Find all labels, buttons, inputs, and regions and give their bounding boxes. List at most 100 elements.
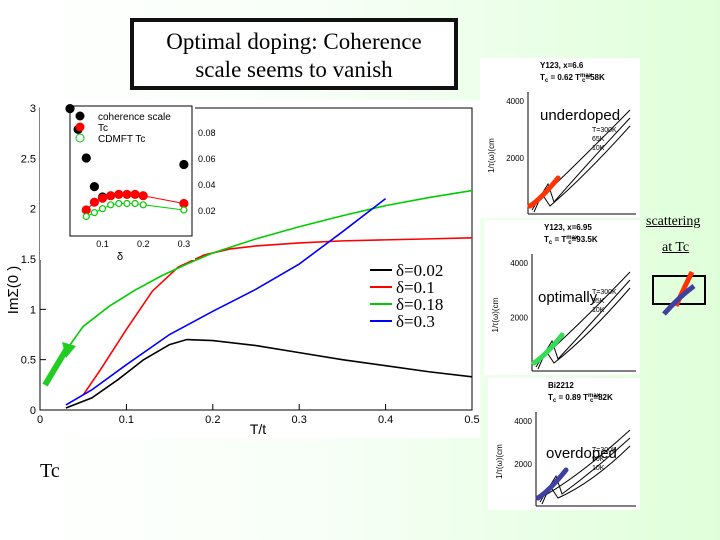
inset-curve-10k [533, 125, 631, 213]
scattering-label-1: scattering [646, 214, 701, 229]
inset-point [89, 181, 100, 192]
inset-curve-10k [537, 287, 631, 370]
inset-point [114, 189, 124, 200]
x-tick-label: 0 [37, 414, 43, 426]
scattering-legend-icon [652, 270, 706, 316]
inset-point [65, 104, 75, 114]
series-line-0 [65, 338, 473, 409]
inset-point [81, 205, 91, 215]
inset-header: Y123, x=6.95 [544, 223, 592, 232]
inset-optimally-chart: Y123, x=6.95 Tc = Tmax c=93.5K 4000 2000 1/τ(… [491, 223, 636, 372]
title-line-2: scale seems to vanish [195, 57, 393, 82]
inset-ytick-mid: 2000 [514, 460, 532, 469]
inset-optimally: Y123, x=6.95 Tc = Tmax c=93.5K 4000 2000 1/τ(… [484, 220, 640, 375]
inset-point [139, 201, 147, 209]
inset-legend-label-1: Tc [98, 123, 108, 134]
series-line-1 [82, 237, 473, 396]
x-tick-label: 0.1 [119, 414, 134, 426]
legend-label-1: δ=0.1 [396, 278, 435, 297]
y-axis-label: ImΣ(0 ) [5, 266, 22, 314]
inset-bg [40, 100, 195, 260]
legend-label-3: δ=0.3 [396, 312, 435, 331]
inset-point [89, 197, 100, 207]
title-line-1: Optimal doping: Coherence [166, 29, 422, 54]
inset-curve-low [535, 279, 631, 368]
y-tick-label: 2.5 [21, 153, 36, 165]
y-tick-label: 3 [30, 103, 36, 115]
inset-tc-text: Tc = Tmax c=93.5K [544, 235, 598, 246]
legend-label-2: δ=0.18 [396, 295, 443, 314]
inset-ytick-top: 4000 [506, 97, 524, 106]
inset-highlight-stroke [531, 332, 565, 366]
main-legend: δ=0.02δ=0.1δ=0.18δ=0.3 [370, 261, 443, 331]
inset-highlight-stroke [527, 175, 561, 209]
inset-point [98, 205, 107, 213]
inset-point [179, 198, 189, 209]
inset-point [90, 208, 99, 217]
x-axis-label: T/t [250, 421, 266, 437]
series-line-2 [69, 189, 473, 346]
x-tick-label: 0.4 [378, 414, 393, 426]
inset-doping-label: underdoped [540, 107, 620, 124]
inset-x-axis-label: δ [117, 251, 123, 263]
inset-y-label: 1/τ(ω)(cm [495, 444, 504, 479]
inset-temp-label: 90K [592, 456, 605, 463]
inset-highlight-stroke [535, 467, 569, 501]
inset-x-tick-label: 0.3 [178, 239, 191, 249]
inset-y-tick-label: 0.06 [198, 154, 216, 164]
inset-temp-label: T=300K [592, 447, 617, 454]
scattering-label-2: at Tc [662, 240, 690, 255]
inset-curve-10k [541, 445, 631, 505]
inset-tc-text: Tc = 0.89 Tmax c=82K [548, 393, 613, 404]
legend-label-0: δ=0.02 [396, 261, 443, 280]
inset-point [97, 193, 108, 203]
inset-temp-label: 10K [592, 465, 605, 472]
main-series [65, 189, 473, 409]
y-tick-label: 1 [30, 304, 36, 316]
inset-x-tick-label: 0.2 [137, 239, 150, 249]
inset-doping-label: overdoped [546, 445, 617, 462]
inset-y-tick-label: 0.02 [198, 206, 216, 216]
tc-label: Tc [40, 460, 60, 482]
inset-y-tick-label: 0.08 [198, 128, 216, 138]
y-tick-label: 1.5 [21, 254, 36, 266]
inset-curve-300k [539, 429, 631, 499]
inset-point [180, 206, 188, 214]
y-tick-label: 2 [30, 204, 36, 216]
inset-chart: 0.1 0.2 0.3 δ 0.02 0.04 0.06 0.08 coherence scal… [40, 100, 216, 263]
y-tick-label: 0.5 [21, 355, 36, 367]
x-tick-label: 0.3 [292, 414, 307, 426]
inset-header: Bi2212 [548, 381, 574, 390]
inset-curve-low [539, 437, 631, 503]
inset-point [107, 201, 115, 209]
inset-point [179, 159, 189, 170]
inset-point [122, 189, 132, 200]
inset-legend-marker-2 [75, 133, 85, 143]
inset-point [82, 212, 90, 221]
inset-overdoped-chart: Bi2212 Tc = 0.89 Tmax c=82K 4000 2000 1/τ(ω)(… [495, 381, 636, 507]
inset-point [131, 199, 139, 208]
inset-overdoped: Bi2212 Tc = 0.89 Tmax c=82K 4000 2000 1/τ(ω)(… [488, 378, 640, 510]
inset-temp-label: T=300K [592, 289, 617, 296]
inset-legend-marker-1 [75, 122, 85, 132]
inset-y-label: 1/τ(ω)(cm [487, 138, 496, 173]
inset-doping-label: optimally [538, 289, 598, 306]
inset-tc-text: Tc = 0.62 Tmax c=58K [540, 73, 605, 84]
inset-ytick-top: 4000 [514, 417, 532, 426]
y-tick-label: 0 [30, 405, 36, 417]
inset-point [138, 191, 148, 201]
inset-temp-label: 95K [592, 298, 605, 305]
inset-temp-label: 10K [592, 307, 605, 314]
inset-ytick-mid: 2000 [506, 154, 524, 163]
inset-ytick-mid: 2000 [510, 314, 528, 323]
inset-y-tick-label: 0.04 [198, 180, 216, 190]
inset-frame [69, 105, 193, 237]
inset-temp-label: T=300K [592, 127, 617, 134]
x-tick-label: 0.5 [464, 414, 479, 426]
x-tick-label: 0.2 [205, 414, 220, 426]
inset-point [106, 191, 116, 201]
inset-temp-label: 10K [592, 145, 605, 152]
main-plot-panel: 0 0.1 0.2 0.3 0.4 0.5 0 0.5 1 1.5 2 2.5 3 T/t ImΣ(0 ) … [0, 100, 480, 438]
inset-point [81, 153, 91, 163]
